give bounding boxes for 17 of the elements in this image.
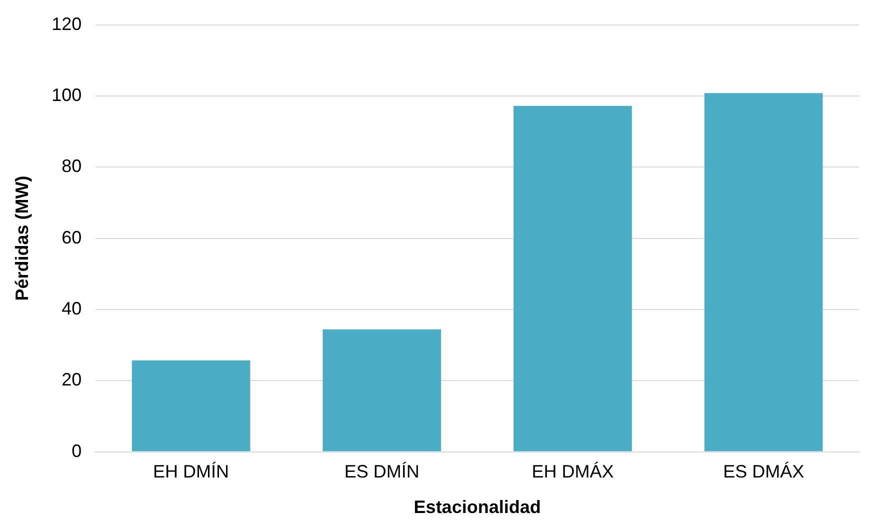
bar [704,93,823,452]
x-tick-label: ES DMÍN [344,462,420,482]
y-tick-label: 120 [52,14,82,34]
y-tick-label: 0 [72,440,82,461]
x-axis-title: Estacionalidad [414,497,541,518]
y-tick-label: 40 [62,298,82,318]
bar [514,106,632,452]
bar [132,360,250,452]
y-tick-label: 60 [62,227,82,248]
x-tick-label: ES DMÁX [723,462,804,482]
bar [322,329,442,452]
x-tick-label: EH DMÁX [532,462,614,482]
x-tick-label: EH DMÍN [153,462,230,482]
y-tick-label: 100 [52,84,82,105]
y-tick-label: 80 [62,156,82,176]
y-axis-title: Pérdidas (MW) [12,176,32,301]
y-tick-label: 20 [62,370,82,390]
